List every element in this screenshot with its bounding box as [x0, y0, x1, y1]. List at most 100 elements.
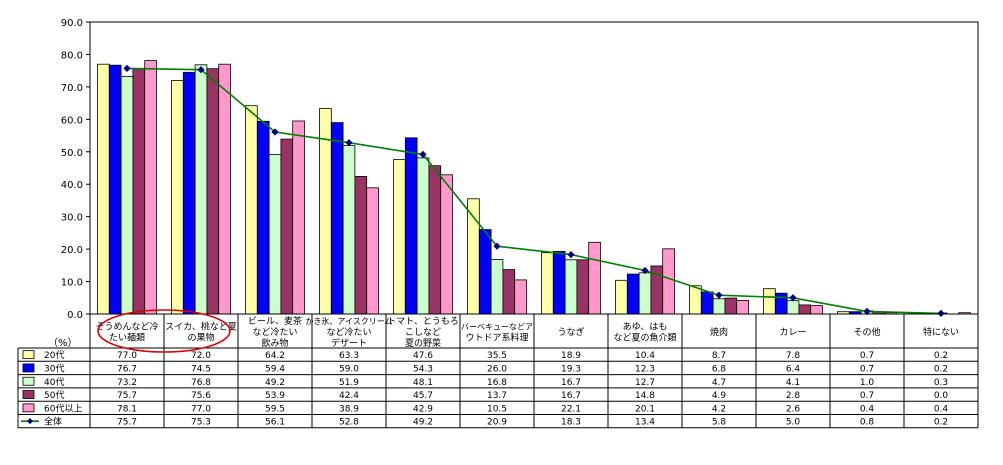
data-label: 0.3	[934, 378, 948, 388]
category-label: など夏の魚介類	[613, 332, 676, 344]
data-label: 56.1	[265, 418, 285, 428]
bar	[342, 145, 356, 315]
data-label: 49.2	[413, 418, 433, 428]
category-label: デザート	[331, 337, 367, 349]
bar	[218, 63, 231, 315]
y-tick-label: 30.0	[61, 213, 83, 224]
bar	[206, 68, 220, 315]
bar	[132, 68, 146, 315]
category-label: カレー	[779, 327, 806, 338]
data-label: 63.3	[339, 351, 359, 361]
bar	[268, 153, 282, 315]
data-label: 51.9	[339, 378, 359, 388]
data-label: 13.7	[487, 391, 507, 401]
total-series-line	[126, 67, 942, 315]
bar	[182, 71, 196, 315]
category-label: スイカ、桃など夏	[165, 321, 237, 333]
category-label: 夏の野菜	[405, 337, 441, 349]
data-label: 6.4	[786, 364, 801, 374]
bar	[576, 259, 590, 315]
bar	[552, 250, 566, 315]
category-label: その他	[853, 326, 880, 338]
bar	[97, 63, 110, 315]
data-label: 75.6	[191, 391, 211, 401]
category-label: バーベキューなどア	[461, 323, 533, 332]
data-label: 10.5	[487, 404, 507, 414]
bar	[428, 165, 442, 315]
bar	[588, 241, 601, 315]
bar	[564, 259, 578, 315]
data-label: 4.9	[712, 391, 727, 401]
data-label: 2.8	[786, 391, 801, 401]
data-label: 22.1	[561, 404, 581, 414]
category-label: など冷たい	[252, 326, 297, 338]
data-label: 2.6	[786, 404, 801, 414]
data-label: 59.0	[339, 364, 359, 374]
data-label: 73.2	[117, 378, 137, 388]
data-label: 12.7	[635, 378, 655, 388]
category-label: の果物	[187, 332, 214, 344]
total-point	[789, 294, 797, 302]
data-label: 0.2	[934, 364, 948, 374]
data-label: 76.8	[191, 378, 211, 388]
data-label: 1.0	[860, 378, 875, 388]
bar	[292, 120, 305, 315]
total-point	[567, 251, 575, 259]
y-tick-label: 0.0	[67, 310, 83, 321]
legend-swatch	[22, 363, 35, 373]
data-label: 38.9	[339, 404, 359, 414]
data-label: 72.0	[191, 351, 211, 361]
data-label: 47.6	[413, 351, 433, 361]
bar	[712, 298, 726, 315]
bar	[810, 305, 823, 315]
data-label: 53.9	[265, 391, 285, 401]
data-label: 77.0	[191, 404, 211, 414]
data-label: 35.5	[487, 351, 507, 361]
total-point	[863, 307, 871, 316]
bar	[393, 159, 406, 315]
data-label: 26.0	[487, 364, 507, 374]
bar	[120, 76, 134, 315]
legend-label: 20代	[44, 350, 64, 361]
data-label: 10.4	[635, 351, 655, 361]
bar	[416, 157, 430, 315]
bar	[330, 122, 344, 315]
legend-label: 40代	[44, 377, 64, 388]
bar	[638, 272, 652, 315]
bar	[256, 120, 270, 315]
bar	[366, 187, 379, 315]
data-label: 45.7	[413, 391, 433, 401]
data-label: 6.8	[712, 364, 727, 374]
data-label: 49.2	[265, 378, 285, 388]
bar	[786, 300, 800, 315]
bar	[280, 138, 294, 315]
data-label: 7.8	[786, 351, 801, 361]
bar	[194, 64, 208, 315]
bar	[354, 175, 368, 315]
bar	[689, 285, 702, 315]
data-label: 75.7	[117, 391, 137, 401]
data-label: 12.3	[635, 364, 655, 374]
bar	[502, 269, 516, 315]
data-label: 0.8	[860, 418, 875, 428]
data-label: 0.7	[860, 364, 874, 374]
bar	[440, 174, 453, 315]
highlight-ring	[97, 309, 231, 353]
data-label: 16.7	[561, 378, 581, 388]
legend-marker	[27, 418, 33, 425]
y-tick-label: 60.0	[61, 115, 83, 126]
total-point	[271, 128, 279, 136]
bar	[615, 279, 628, 315]
category-label: かき氷、アイスクリーム	[305, 316, 392, 326]
data-label: 5.8	[712, 418, 727, 428]
bar	[763, 288, 776, 315]
y-tick-label: 70.0	[61, 83, 83, 94]
data-label: 0.4	[934, 404, 949, 414]
data-label: 13.4	[635, 418, 655, 428]
category-label: ビール、麦茶	[248, 315, 302, 327]
data-label: 4.1	[786, 378, 800, 388]
legend-swatch	[22, 376, 35, 386]
category-label: こしなど	[405, 327, 441, 338]
